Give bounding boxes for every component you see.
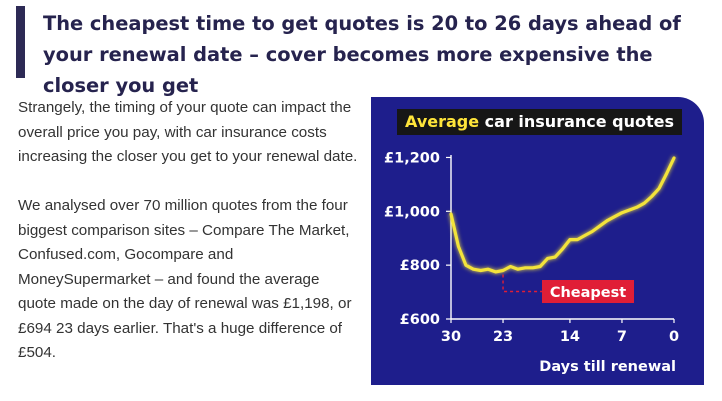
line-chart: £600 £800 £1,000 £1,200 30 23 14 7 0 Days till re…	[384, 150, 679, 375]
chart-title-rest: car insurance quotes	[479, 112, 675, 131]
x-tick-label: 7	[617, 329, 627, 345]
y-tick-label: £1,200	[384, 150, 440, 166]
y-tick-label: £600	[400, 312, 440, 328]
x-tick-label: 30	[441, 329, 461, 345]
article-body: Strangely, the timing of your quote can …	[18, 96, 360, 366]
cheapest-leader-line	[502, 274, 542, 293]
x-tick-label: 14	[560, 329, 580, 345]
article-paragraph-2: We analysed over 70 million quotes from …	[18, 197, 352, 361]
y-tick-label: £800	[400, 258, 440, 274]
cheapest-label: Cheapest	[550, 285, 626, 301]
heading-accent-bar	[16, 6, 25, 78]
chart-card: £600 £800 £1,000 £1,200 30 23 14 7 0 Days till re…	[371, 97, 704, 385]
article-heading: The cheapest time to get quotes is 20 to…	[43, 12, 681, 97]
x-tick-label: 0	[669, 329, 679, 345]
x-tick-label: 23	[493, 329, 513, 345]
average-quote-series-line	[449, 156, 676, 274]
cheapest-label-box	[542, 280, 634, 303]
y-tick-label: £1,000	[384, 204, 440, 220]
article-paragraph-1: Strangely, the timing of your quote can …	[18, 99, 358, 165]
article-heading-block: The cheapest time to get quotes is 20 to…	[16, 4, 716, 97]
chart-title: Average car insurance quotes	[397, 109, 683, 135]
chart-title-highlight: Average	[405, 112, 480, 131]
x-axis-title: Days till renewal	[539, 359, 676, 375]
